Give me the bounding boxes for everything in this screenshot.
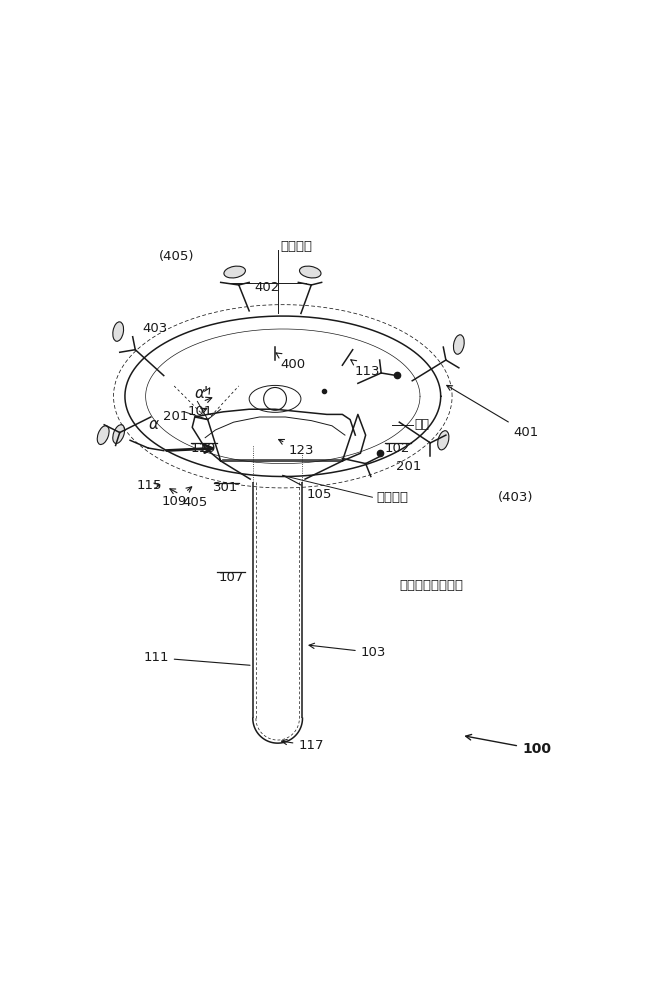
Text: 105: 105 bbox=[283, 475, 332, 501]
Ellipse shape bbox=[454, 335, 464, 354]
Text: 401: 401 bbox=[447, 385, 539, 439]
Text: 117: 117 bbox=[282, 739, 324, 752]
Text: 400: 400 bbox=[276, 353, 306, 371]
Text: 405: 405 bbox=[170, 489, 208, 509]
Text: (403): (403) bbox=[498, 491, 534, 504]
Text: 轴承: 轴承 bbox=[415, 418, 430, 431]
Text: 201: 201 bbox=[163, 410, 188, 423]
Text: α': α' bbox=[194, 386, 208, 401]
Text: α: α bbox=[148, 417, 158, 432]
Text: 横向行进: 横向行进 bbox=[376, 491, 408, 504]
Text: 115: 115 bbox=[136, 479, 162, 492]
Ellipse shape bbox=[98, 426, 109, 445]
Text: 101: 101 bbox=[187, 405, 212, 418]
Text: 107: 107 bbox=[218, 571, 244, 584]
Text: 113: 113 bbox=[351, 360, 380, 378]
Text: 103: 103 bbox=[309, 643, 386, 659]
Text: 403: 403 bbox=[142, 322, 168, 335]
Text: (405): (405) bbox=[159, 250, 194, 263]
Ellipse shape bbox=[299, 266, 321, 278]
Ellipse shape bbox=[224, 266, 245, 278]
Text: 123: 123 bbox=[279, 439, 314, 457]
Text: 102: 102 bbox=[385, 442, 410, 455]
Text: 201: 201 bbox=[396, 460, 422, 473]
Text: 处于垂直位置的台: 处于垂直位置的台 bbox=[399, 579, 464, 592]
Text: 纵向行进: 纵向行进 bbox=[281, 240, 312, 253]
Text: 301: 301 bbox=[213, 481, 238, 494]
Ellipse shape bbox=[438, 431, 449, 450]
Ellipse shape bbox=[113, 322, 124, 341]
Text: 402: 402 bbox=[255, 281, 280, 294]
Text: 109: 109 bbox=[162, 487, 192, 508]
Text: 100: 100 bbox=[466, 734, 551, 756]
Ellipse shape bbox=[113, 425, 125, 443]
Text: 119: 119 bbox=[191, 442, 216, 455]
Text: 111: 111 bbox=[143, 651, 250, 665]
